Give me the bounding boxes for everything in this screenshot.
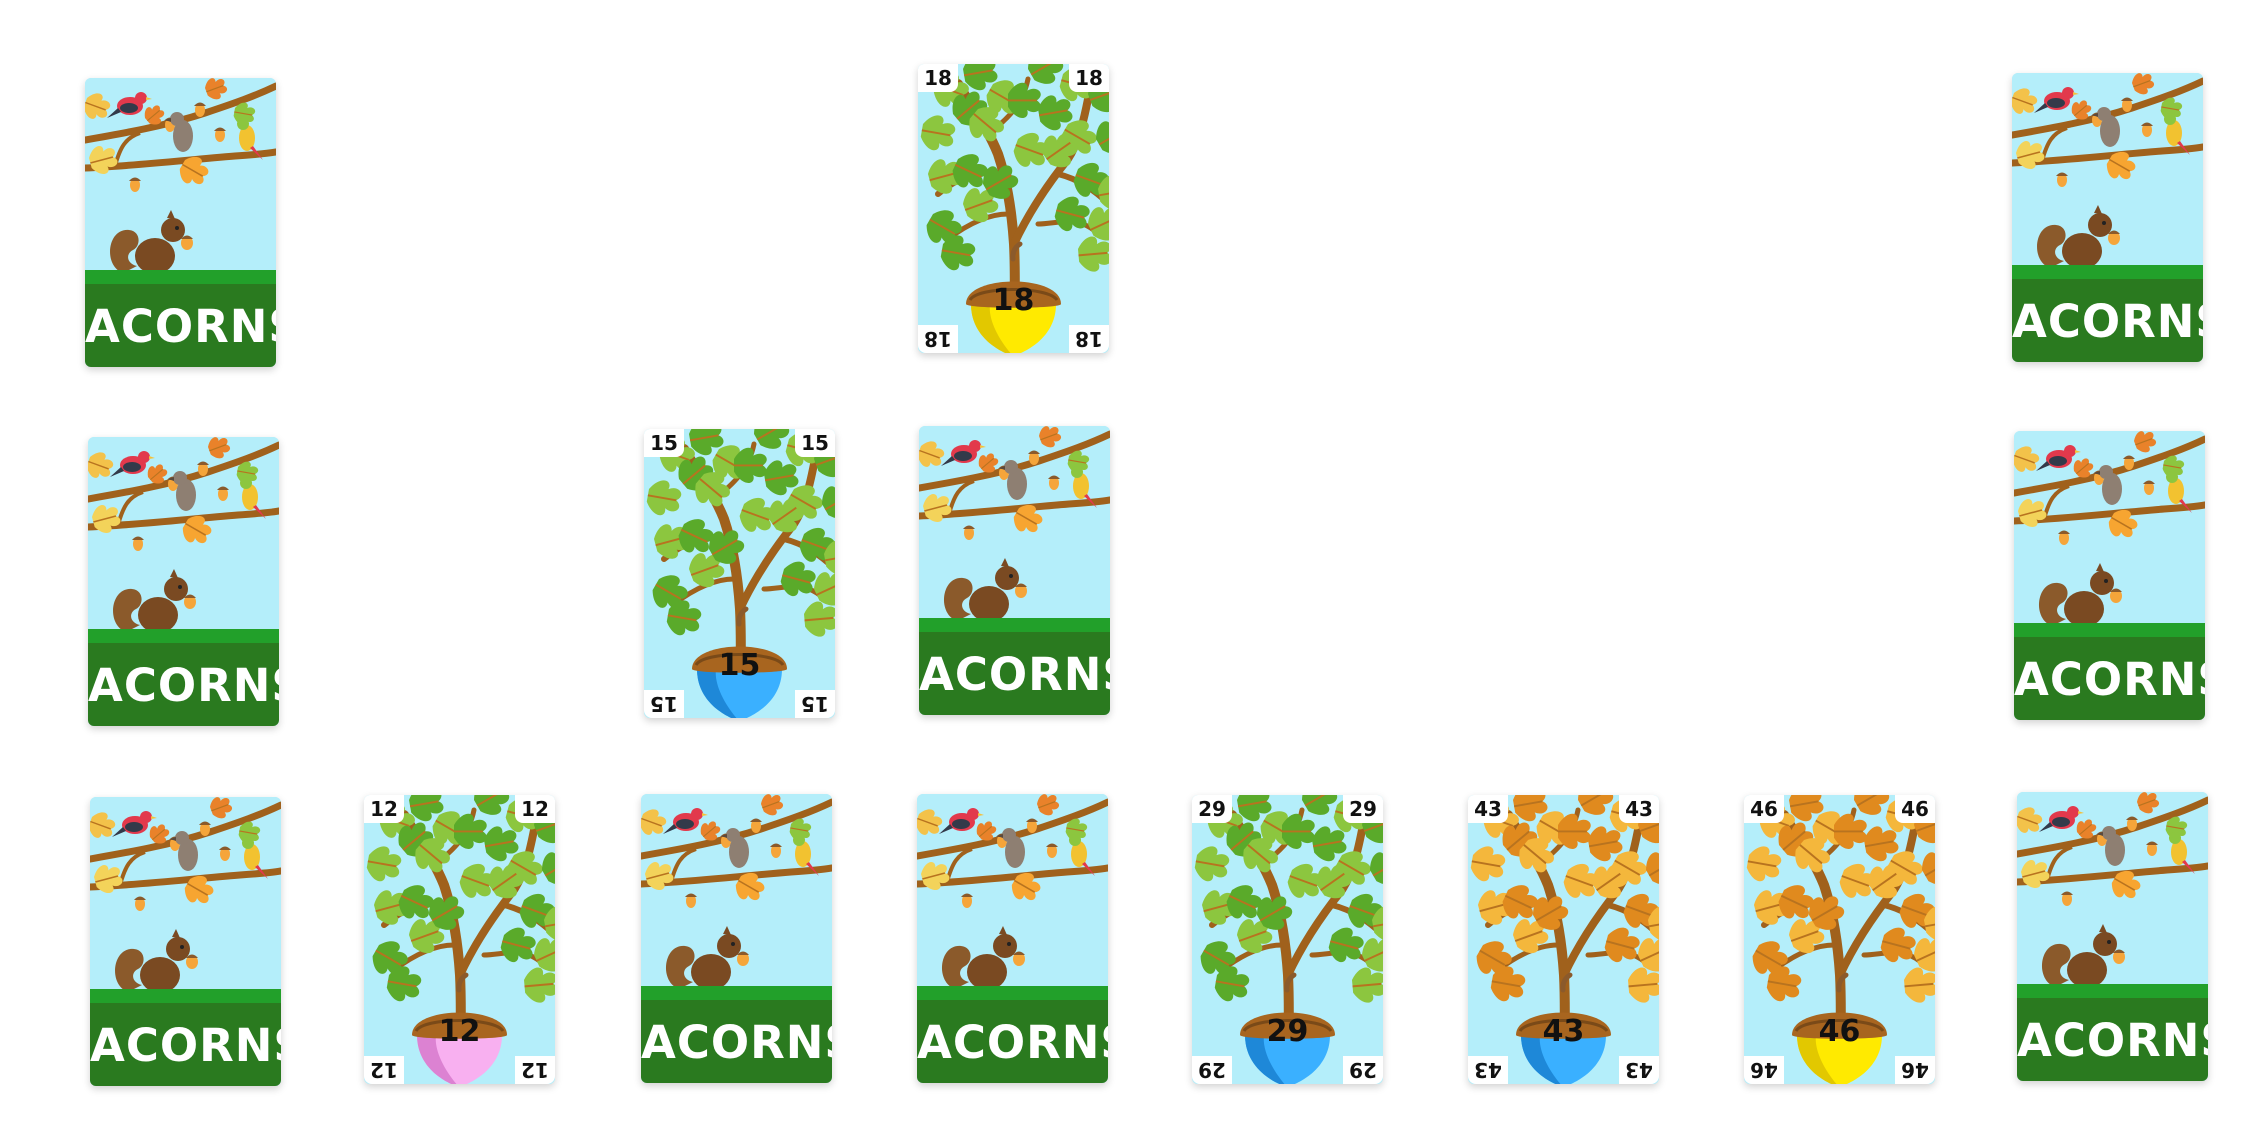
- card-back-art: [641, 794, 832, 1083]
- card-back[interactable]: ACORNS: [2012, 73, 2203, 362]
- card-back[interactable]: ACORNS: [919, 426, 1110, 715]
- card-back-title: ACORNS: [917, 1016, 1108, 1069]
- card-corner-number: 15: [795, 429, 835, 457]
- acorn-number: 12: [438, 1014, 481, 1049]
- card-corner-number: 12: [515, 1056, 555, 1084]
- card-back[interactable]: ACORNS: [641, 794, 832, 1083]
- acorn-number: 46: [1818, 1014, 1861, 1049]
- card-corner-number: 12: [364, 795, 404, 823]
- card-back[interactable]: ACORNS: [2014, 431, 2205, 720]
- card-corner-number: 43: [1468, 795, 1508, 823]
- card-corner-number: 46: [1895, 1056, 1935, 1084]
- acorn-number: 15: [718, 648, 761, 683]
- card-corner-number: 43: [1619, 795, 1659, 823]
- card-front-12[interactable]: 12 12 12 12 12: [364, 795, 555, 1084]
- card-corner-number: 12: [364, 1056, 404, 1084]
- card-corner-number: 46: [1895, 795, 1935, 823]
- card-corner-number: 29: [1192, 1056, 1232, 1084]
- card-back-title: ACORNS: [641, 1016, 832, 1069]
- card-corner-number: 15: [644, 690, 684, 718]
- card-corner-number: 18: [1069, 64, 1109, 92]
- acorn-number: 43: [1542, 1014, 1585, 1049]
- card-corner-number: 29: [1192, 795, 1232, 823]
- card-front-18[interactable]: 18 18 18 18 18: [918, 64, 1109, 353]
- card-corner-number: 18: [918, 64, 958, 92]
- card-front-15[interactable]: 15 15 15 15 15: [644, 429, 835, 718]
- card-front-29[interactable]: 29 29 29 29 29: [1192, 795, 1383, 1084]
- card-back-art: [2014, 431, 2205, 720]
- card-back-title: ACORNS: [2017, 1014, 2208, 1067]
- oak-tree-art: [1744, 795, 1935, 1084]
- card-back[interactable]: ACORNS: [917, 794, 1108, 1083]
- card-corner-number: 29: [1343, 1056, 1383, 1084]
- card-corner-number: 46: [1744, 1056, 1784, 1084]
- card-back[interactable]: ACORNS: [88, 437, 279, 726]
- card-corner-number: 46: [1744, 795, 1784, 823]
- card-back-art: [88, 437, 279, 726]
- card-front-43[interactable]: 43 43 43 43 43: [1468, 795, 1659, 1084]
- card-corner-number: 43: [1619, 1056, 1659, 1084]
- card-back-title: ACORNS: [2012, 295, 2203, 348]
- card-corner-number: 18: [1069, 325, 1109, 353]
- card-corner-number: 15: [795, 690, 835, 718]
- card-corner-number: 15: [644, 429, 684, 457]
- card-corner-number: 43: [1468, 1056, 1508, 1084]
- card-back-art: [2012, 73, 2203, 362]
- oak-tree-art: [364, 795, 555, 1084]
- card-corner-number: 12: [515, 795, 555, 823]
- card-back-art: [919, 426, 1110, 715]
- acorn-number: 18: [992, 283, 1035, 318]
- oak-tree-art: [644, 429, 835, 718]
- card-corner-number: 18: [918, 325, 958, 353]
- card-back[interactable]: ACORNS: [2017, 792, 2208, 1081]
- oak-tree-art: [1192, 795, 1383, 1084]
- card-front-46[interactable]: 46 46 46 46 46: [1744, 795, 1935, 1084]
- card-back[interactable]: ACORNS: [90, 797, 281, 1086]
- card-back-title: ACORNS: [85, 300, 276, 353]
- card-back-title: ACORNS: [919, 648, 1110, 701]
- card-back-title: ACORNS: [2014, 653, 2205, 706]
- card-back-art: [85, 78, 276, 367]
- card-back-title: ACORNS: [90, 1019, 281, 1072]
- card-back-title: ACORNS: [88, 659, 279, 712]
- card-corner-number: 29: [1343, 795, 1383, 823]
- oak-tree-art: [918, 64, 1109, 353]
- card-back-art: [90, 797, 281, 1086]
- card-back-art: [917, 794, 1108, 1083]
- acorn-number: 29: [1266, 1014, 1309, 1049]
- card-back-art: [2017, 792, 2208, 1081]
- card-back[interactable]: ACORNS: [85, 78, 276, 367]
- oak-tree-art: [1468, 795, 1659, 1084]
